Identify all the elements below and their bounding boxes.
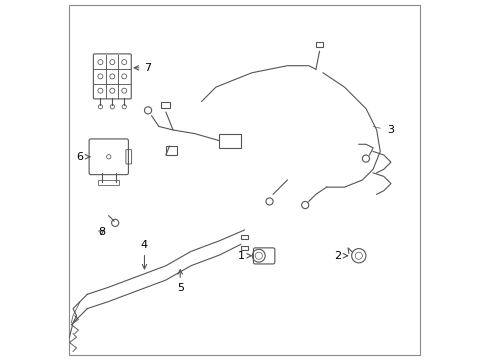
Text: 3: 3 <box>386 125 394 135</box>
Bar <box>165 146 176 155</box>
Bar <box>161 102 170 108</box>
Text: 8: 8 <box>98 227 105 237</box>
Bar <box>241 235 247 239</box>
Bar <box>315 41 323 47</box>
Text: 4: 4 <box>141 240 148 269</box>
Text: 6: 6 <box>77 152 90 162</box>
Bar <box>219 134 241 148</box>
Text: 7: 7 <box>134 63 151 73</box>
Bar <box>98 180 119 185</box>
Bar <box>241 246 247 250</box>
Text: 5: 5 <box>176 270 183 293</box>
Text: 2: 2 <box>333 251 347 261</box>
Text: 1: 1 <box>237 251 251 261</box>
